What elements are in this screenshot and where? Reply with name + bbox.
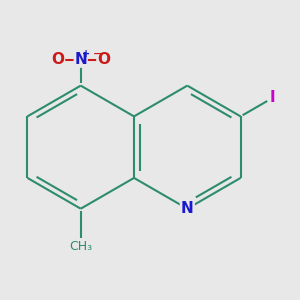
- Text: +: +: [82, 49, 90, 59]
- Text: −: −: [93, 48, 102, 59]
- Text: N: N: [74, 52, 87, 67]
- Text: N: N: [181, 201, 194, 216]
- Text: I: I: [270, 90, 275, 105]
- Text: O: O: [97, 52, 110, 67]
- Text: O: O: [52, 52, 64, 67]
- Text: CH₃: CH₃: [69, 240, 92, 254]
